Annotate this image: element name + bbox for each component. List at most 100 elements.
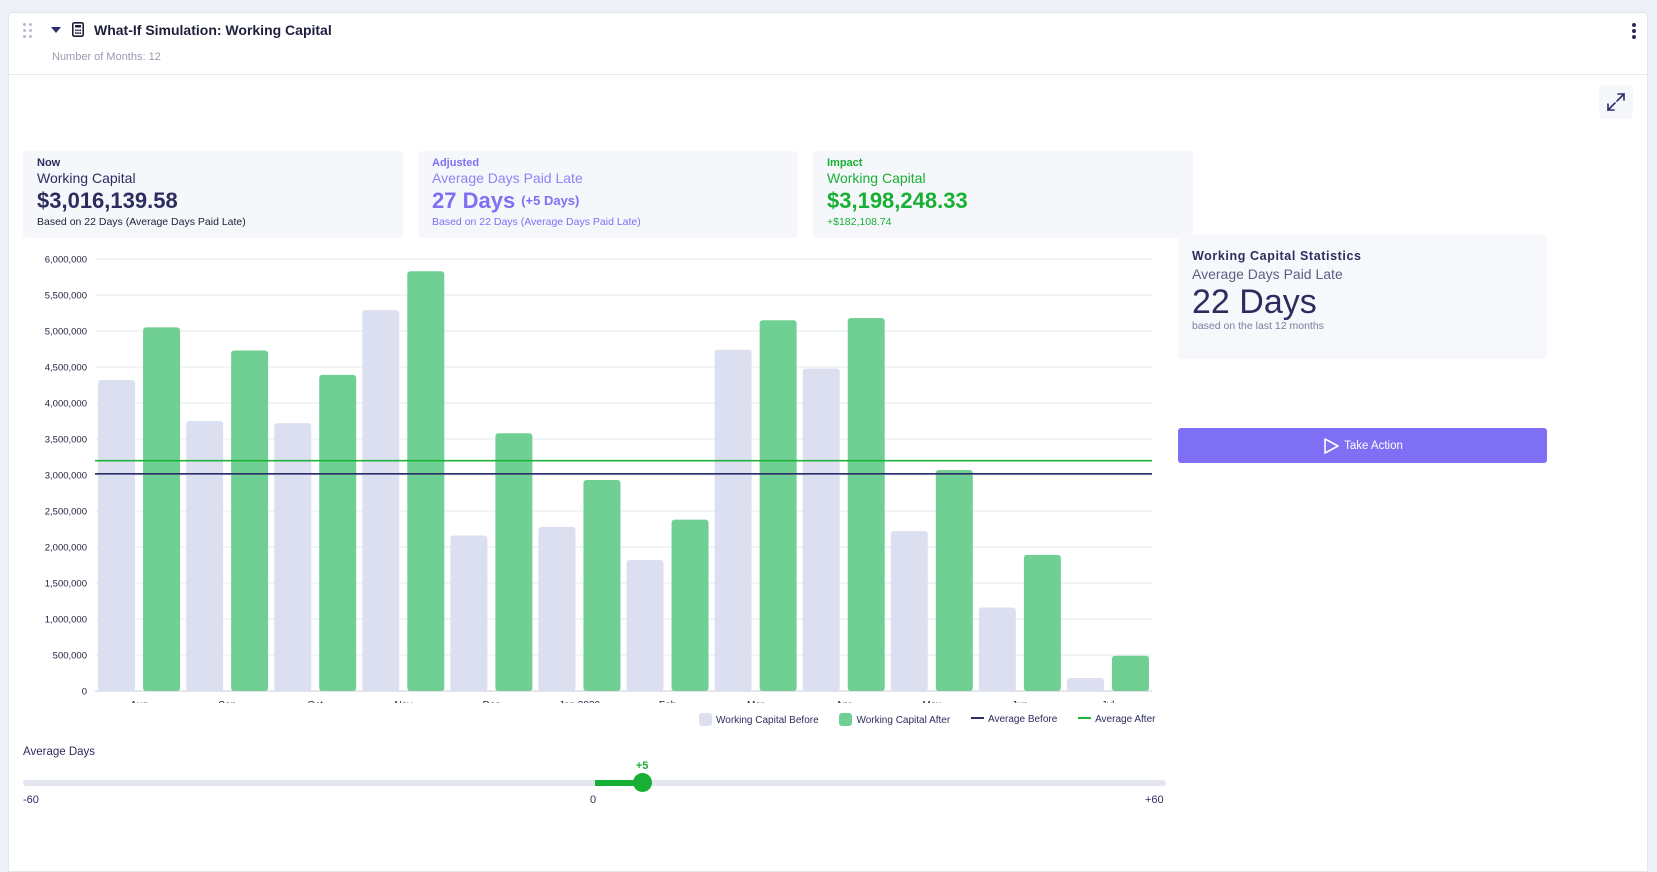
legend-swatch-before [699, 713, 712, 726]
bar-after [671, 519, 709, 691]
x-tick-label: Nov [394, 700, 412, 703]
bar-after [847, 318, 885, 691]
kpi-now-kicker: Now [37, 157, 61, 169]
widget-header: What-If Simulation: Working Capital Numb… [9, 13, 1647, 75]
bar-after [319, 374, 357, 691]
kpi-adjusted-value: 27 Days [432, 188, 516, 213]
drag-handle-icon[interactable] [23, 23, 35, 39]
x-tick-label: Oct [307, 700, 323, 703]
legend-swatch-after [839, 713, 853, 726]
kpi-adjusted-card: Adjusted Average Days Paid Late 27 Days (… [418, 151, 798, 238]
slider-value-label: +5 [635, 760, 649, 772]
bar-before [450, 535, 488, 691]
bar-before [714, 349, 752, 691]
slider-max-label: +60 [1145, 794, 1164, 806]
bar-before [362, 310, 400, 691]
slider-fill [594, 780, 643, 786]
x-tick-label: Dec [482, 700, 500, 703]
bar-before [978, 607, 1016, 691]
legend-swatch-avg-after [1078, 717, 1092, 719]
slider-label: Average Days [23, 746, 96, 758]
side-stats-value: 22 Days [1192, 283, 1317, 321]
legend-label-avg-before: Average Before [987, 714, 1058, 725]
side-stats-title: Working Capital Statistics [1192, 249, 1362, 263]
widget-title: What-If Simulation: Working Capital [94, 22, 332, 38]
y-tick-label: 3,000,000 [45, 471, 87, 482]
bar-before [538, 526, 576, 691]
kpi-impact-label: Working Capital [827, 170, 926, 186]
kpi-now-note: Based on 22 Days (Average Days Paid Late… [37, 216, 246, 228]
y-tick-label: 4,000,000 [45, 399, 87, 410]
legend-item-avg-before[interactable]: Average Before [970, 714, 1058, 725]
x-tick-label: Mar [747, 700, 765, 703]
widget-subtitle: Number of Months: 12 [52, 51, 161, 63]
legend-label-before: Working Capital Before [716, 715, 819, 726]
kpi-adjusted-label: Average Days Paid Late [432, 170, 583, 186]
x-tick-label: Jun [1012, 700, 1028, 703]
bar-after [759, 320, 797, 691]
expand-button[interactable] [1599, 85, 1633, 119]
play-icon [1324, 437, 1339, 454]
bar-after [1111, 655, 1149, 691]
slider-min-label: -60 [23, 794, 39, 806]
slider-zero-label: 0 [590, 794, 597, 806]
expand-icon [1607, 93, 1625, 111]
side-stats-panel: Working Capital Statistics Average Days … [1178, 235, 1547, 359]
bar-after [143, 327, 181, 691]
y-tick-label: 2,500,000 [45, 507, 87, 518]
x-tick-label: Aug [130, 700, 148, 703]
take-action-button[interactable]: Take Action [1178, 428, 1547, 463]
y-tick-label: 3,500,000 [45, 435, 87, 446]
slider-thumb[interactable] [632, 773, 652, 792]
side-stats-note: based on the last 12 months [1192, 320, 1324, 332]
y-tick-label: 6,000,000 [45, 255, 87, 266]
kpi-impact-card: Impact Working Capital $3,198,248.33 +$1… [813, 151, 1193, 238]
bar-before [802, 368, 840, 691]
kpi-now-value: $3,016,139.58 [37, 188, 178, 213]
x-tick-label: Jan 2020 [559, 700, 601, 703]
x-tick-label: Apr [836, 700, 852, 703]
bar-after [1023, 554, 1061, 691]
y-tick-label: 0 [82, 687, 87, 698]
kpi-now-card: Now Working Capital $3,016,139.58 Based … [23, 151, 403, 238]
bar-before [186, 421, 224, 691]
kpi-impact-note: +$182,108.74 [827, 216, 892, 228]
legend-item-after[interactable]: Working Capital After [839, 713, 950, 726]
working-capital-chart: 0 500,000 1,000,000 1,500,000 2,000,000 2,500… [45, 255, 1152, 703]
y-tick-label: 4,500,000 [45, 363, 87, 374]
bar-before [890, 531, 928, 691]
legend-item-avg-after[interactable]: Average After [1078, 714, 1155, 725]
caret-down-icon[interactable] [51, 27, 61, 34]
bar-after [495, 433, 533, 691]
y-tick-label: 2,000,000 [45, 543, 87, 554]
kpi-adjusted-value-row: 27 Days (+5 Days) [432, 187, 784, 215]
legend-item-before[interactable]: Working Capital Before [699, 713, 819, 726]
calculator-icon [72, 22, 84, 37]
legend-swatch-avg-before [970, 717, 984, 719]
legend-label-after: Working Capital After [856, 715, 951, 726]
widget-card: What-If Simulation: Working Capital Numb… [8, 12, 1648, 872]
bar-before [1066, 678, 1104, 691]
kpi-adjusted-delta: (+5 Days) [521, 193, 580, 208]
kebab-menu-icon[interactable] [1629, 22, 1639, 40]
x-tick-label: May [922, 700, 941, 703]
y-tick-label: 500,000 [53, 651, 87, 662]
bar-after [935, 469, 973, 691]
x-tick-label: Sep [218, 700, 236, 703]
bar-after [231, 350, 269, 691]
kpi-impact-kicker: Impact [827, 157, 863, 169]
bar-before [98, 379, 136, 691]
kpi-impact-value: $3,198,248.33 [827, 188, 968, 213]
x-tick-label: Feb [659, 700, 677, 703]
legend-label-avg-after: Average After [1095, 714, 1156, 725]
side-stats-label: Average Days Paid Late [1192, 266, 1343, 282]
bar-before [274, 423, 312, 691]
bar-after [407, 271, 445, 691]
take-action-label: Take Action [1344, 439, 1403, 452]
chart-legend: Working Capital Before Working Capital A… [699, 713, 1173, 729]
y-tick-label: 1,500,000 [45, 579, 87, 590]
y-tick-label: 5,000,000 [45, 327, 87, 338]
x-tick-label: Jul [1102, 700, 1115, 703]
kpi-adjusted-note: Based on 22 Days (Average Days Paid Late… [432, 216, 641, 228]
y-tick-label: 1,000,000 [45, 615, 87, 626]
